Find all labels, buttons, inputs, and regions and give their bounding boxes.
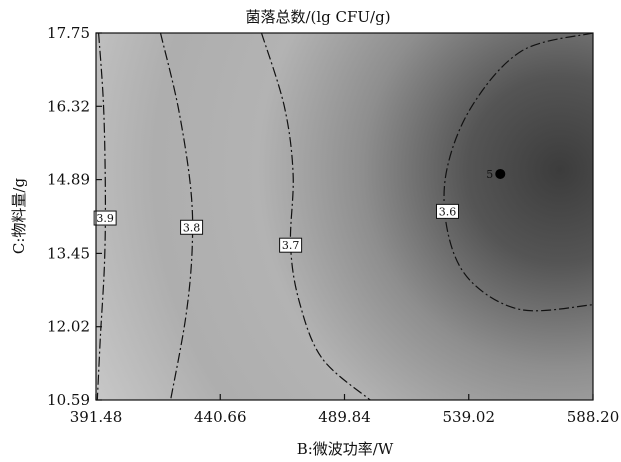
y-tick-label: 17.75: [47, 24, 90, 42]
optimum-point-label: 5: [486, 168, 493, 181]
plot-surface: [96, 33, 593, 400]
contour-label: 3.9: [96, 212, 114, 225]
contour-line-3.8: [159, 33, 194, 400]
y-axis-ticks: 10.59 12.02 13.45 14.89 16.32 17.75: [47, 24, 102, 409]
optimum-point-group: 5: [486, 168, 506, 181]
x-axis-ticks: 391.48 440.66 489.84 539.02 588.20: [70, 394, 620, 426]
y-tick-label: 14.89: [47, 171, 90, 189]
contour-label-box: [435, 203, 459, 219]
contour-label-box: [180, 219, 204, 235]
contour-line-3.9: [96, 33, 107, 400]
y-tick-label: 10.59: [47, 391, 90, 409]
x-tick-label: 539.02: [443, 408, 496, 426]
contour-label: 3.7: [282, 239, 300, 252]
contour-label-box: [279, 237, 303, 253]
y-axis-title: C:物料量/g: [10, 178, 28, 255]
y-tick-label: 16.32: [47, 97, 90, 115]
contour-label-box: [93, 210, 117, 226]
x-tick-label: 391.48: [70, 408, 123, 426]
x-tick-label: 588.20: [567, 408, 620, 426]
x-tick-label: 489.84: [318, 408, 371, 426]
x-axis-title: B:微波功率/W: [297, 440, 394, 458]
contour-label: 3.8: [183, 221, 201, 234]
optimum-point: [495, 168, 506, 179]
y-tick-label: 13.45: [47, 244, 90, 262]
chart-title: 菌落总数/(lg CFU/g): [245, 8, 390, 26]
y-tick-label: 12.02: [47, 318, 90, 336]
contour-label: 3.6: [439, 205, 457, 218]
contour-labels: 3.9 3.8 3.7 3.6: [93, 203, 459, 253]
x-tick-label: 440.66: [194, 408, 247, 426]
contour-line-3.6: [443, 33, 593, 312]
